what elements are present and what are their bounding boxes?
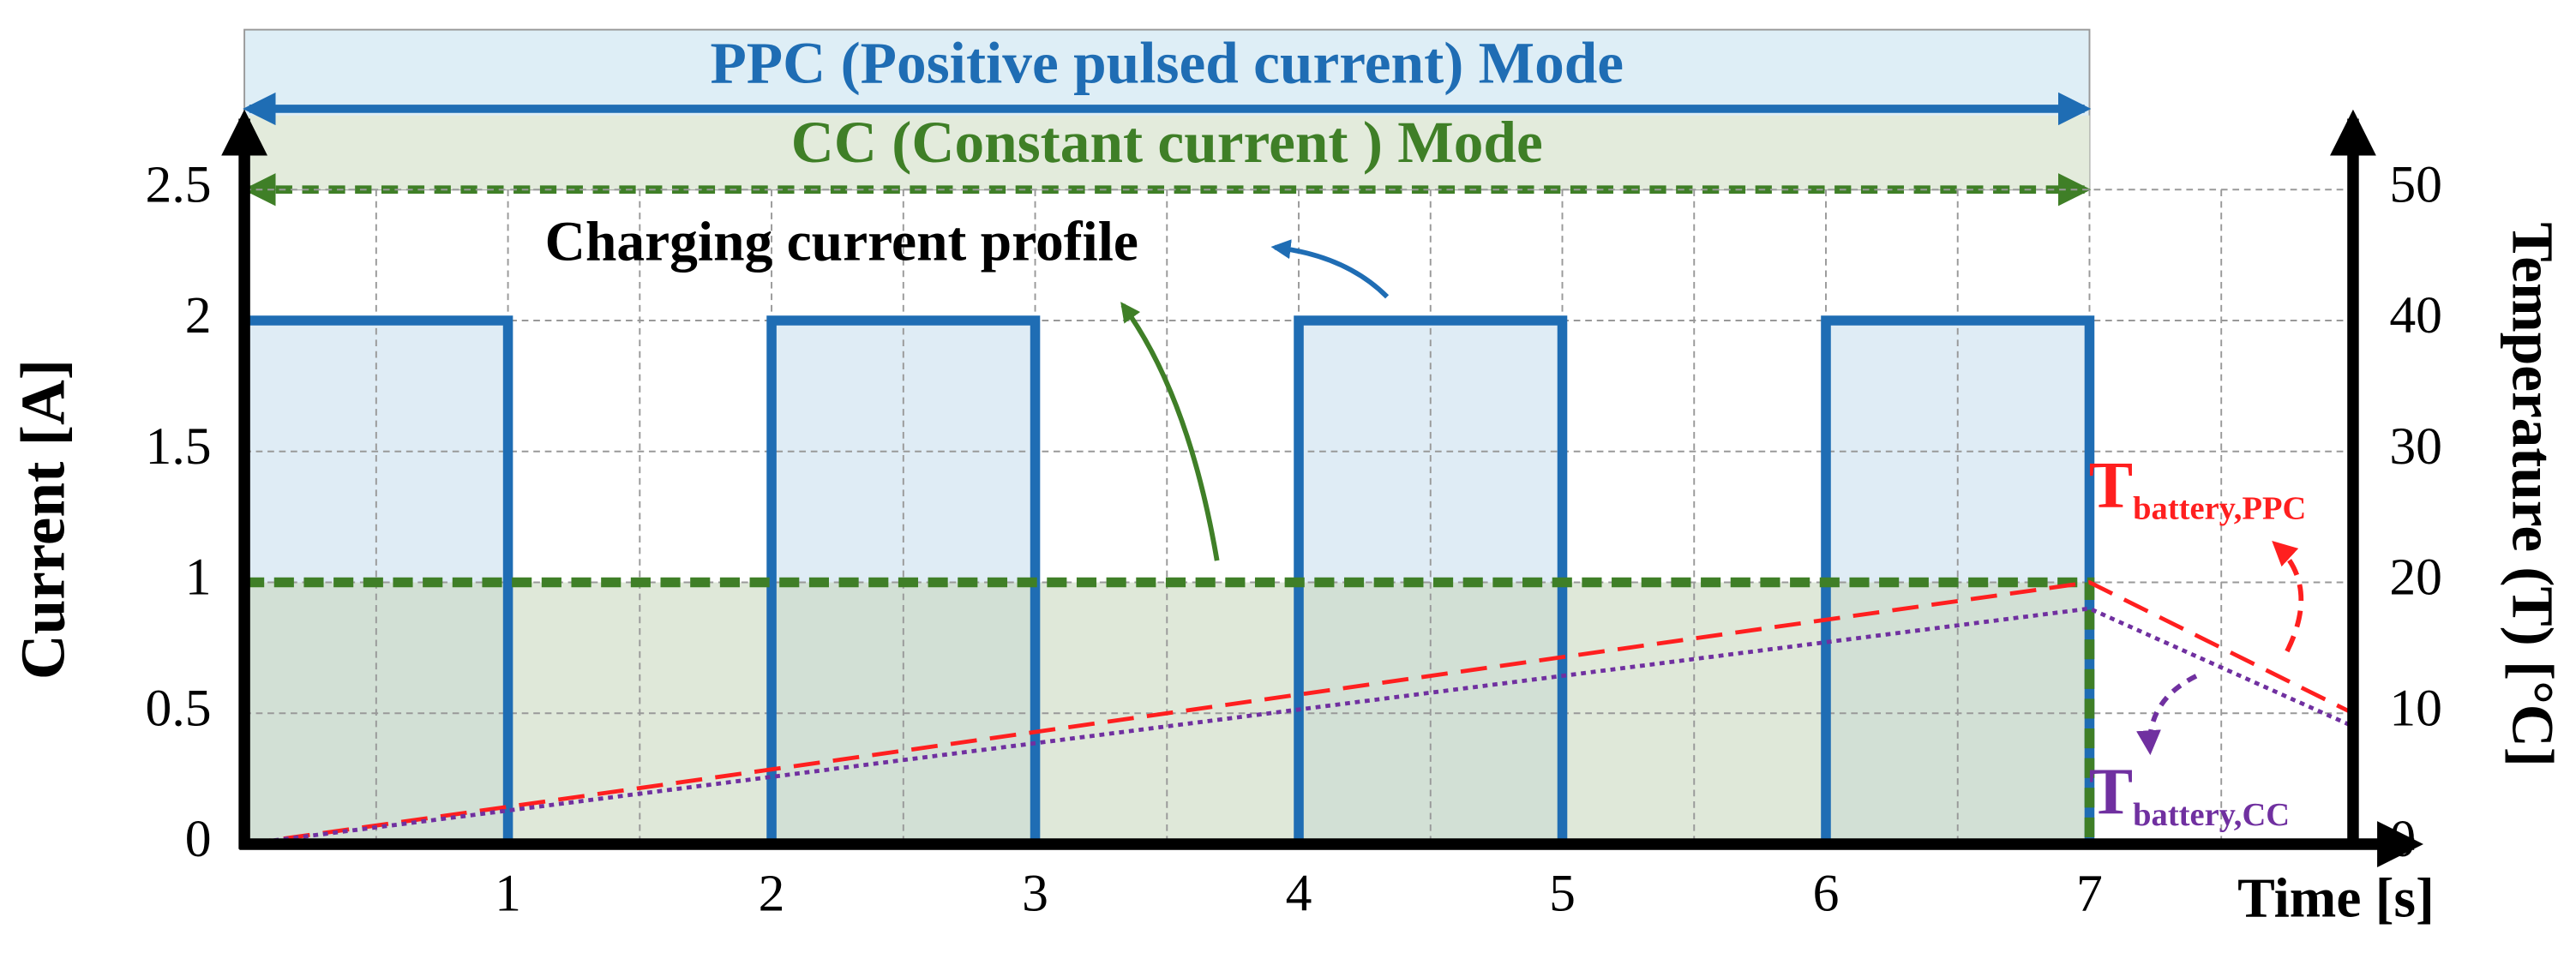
series-label-sub: battery,PPC [2133, 490, 2306, 526]
title: PPC (Positive pulsed current) Mode [710, 30, 1624, 96]
y2-axis-title: Temperature (T) [°C] [2500, 222, 2566, 766]
y-tick-label: 0 [185, 810, 212, 868]
annotation: Charging current profile [545, 212, 1138, 273]
axes: 0 0.5 1 1.5 2 2.5 0 10 20 30 40 50 1 2 3 4 5 6 7 [146, 109, 2442, 923]
y-axis-title: Current [A] [9, 359, 78, 680]
x-tick-label: 4 [1286, 865, 1312, 923]
x-tick-label: 1 [495, 865, 521, 923]
series-label-sub: battery,CC [2133, 797, 2290, 833]
series-label: Tbattery,PPC [2089, 447, 2307, 526]
x-tick-label: 6 [1813, 865, 1840, 923]
y2-tick-label: 10 [2389, 679, 2442, 737]
y2-tick-label: 50 [2389, 155, 2442, 213]
x-tick-label: 3 [1022, 865, 1048, 923]
mode-banner: PPC (Positive pulsed current) Mode CC (Co… [243, 28, 2092, 207]
y-tick-label: 0.5 [146, 679, 212, 737]
y2-tick-label: 20 [2389, 548, 2442, 607]
y-tick-label: 2.5 [146, 155, 212, 213]
series-label-main: T [2089, 447, 2133, 521]
y-tick-label: 2 [185, 286, 212, 345]
y2-tick-label: 0 [2389, 810, 2416, 868]
series-line [243, 580, 2355, 847]
y2-tick-label: 40 [2389, 286, 2442, 345]
series-label-main: T [2089, 754, 2133, 828]
series-line [243, 606, 2354, 847]
label-arrow [2272, 540, 2304, 653]
x-tick-label: 5 [1549, 865, 1576, 923]
y-tick-label: 1.5 [146, 417, 212, 476]
x-tick-label: 2 [759, 865, 785, 923]
y2-tick-label: 30 [2389, 417, 2442, 476]
annotation-arrow [1270, 239, 1390, 299]
x-tick-label: 7 [2076, 865, 2103, 923]
series-label: Tbattery,CC [2089, 754, 2290, 833]
y-tick-label: 1 [185, 548, 212, 607]
subtitle: CC (Constant current ) Mode [791, 109, 1543, 175]
x-axis-title: Time [s] [2237, 867, 2435, 929]
annotation-arrow [1120, 302, 1220, 561]
